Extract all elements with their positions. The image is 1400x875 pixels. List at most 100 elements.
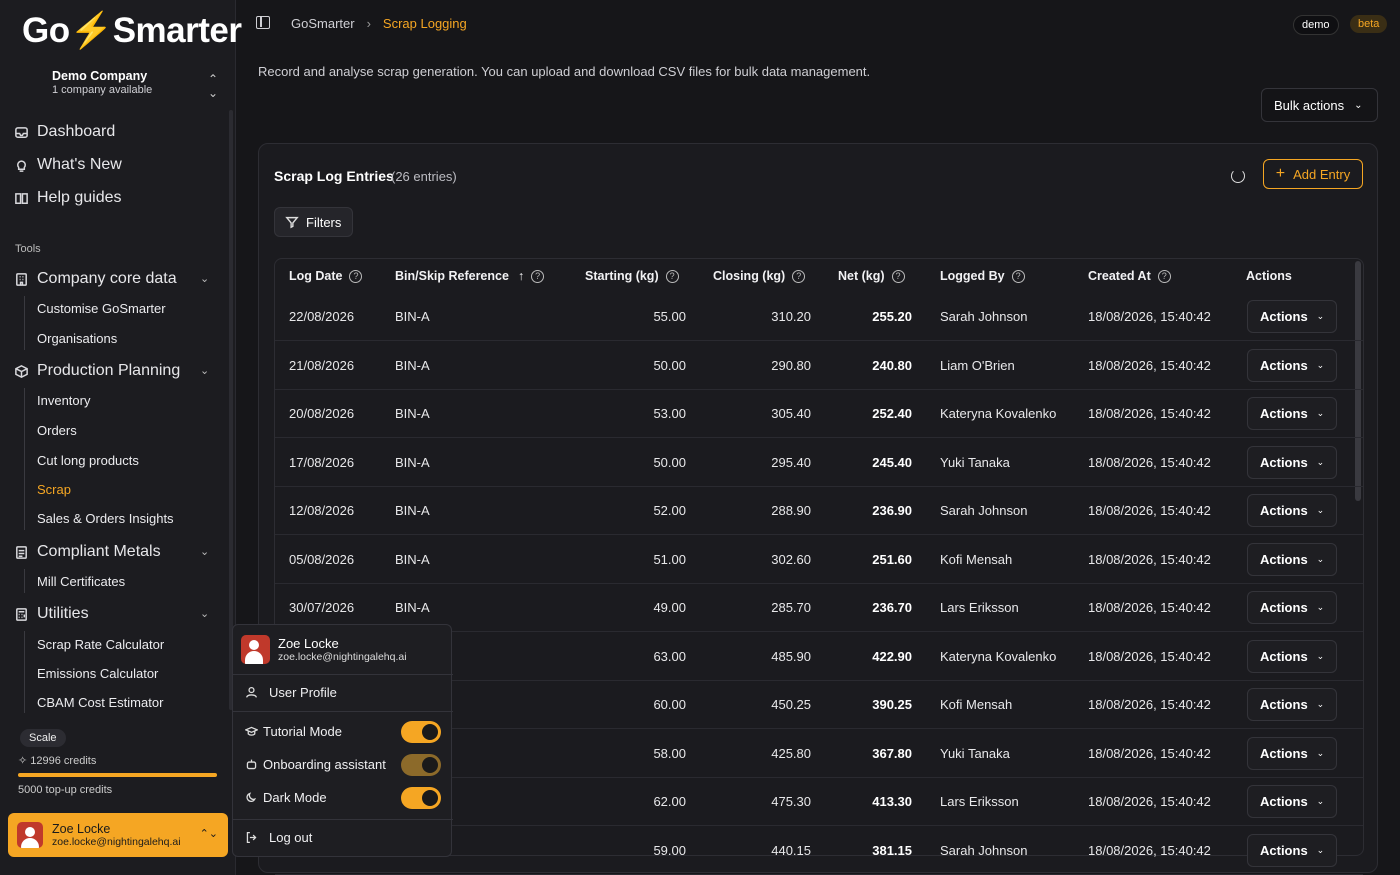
- row-actions-button[interactable]: Actions ⌄: [1247, 300, 1337, 333]
- header-label: Net (kg): [838, 269, 885, 283]
- graduation-cap-icon: [245, 726, 258, 736]
- help-circle-icon[interactable]: ?: [1011, 269, 1025, 283]
- user-icon: [245, 686, 258, 698]
- cell-bin: BIN-A: [395, 406, 430, 421]
- nav-organisations[interactable]: Organisations: [37, 331, 118, 346]
- nav-orders[interactable]: Orders: [37, 423, 77, 438]
- submenu-line: [24, 388, 25, 530]
- nav-customise[interactable]: Customise GoSmarter: [37, 301, 166, 316]
- nav-emissions-calculator[interactable]: Emissions Calculator: [37, 666, 159, 681]
- cell-by: Sarah Johnson: [940, 309, 1028, 324]
- row-actions-button[interactable]: Actions ⌄: [1247, 348, 1337, 382]
- cell-close: 440.15: [771, 842, 811, 858]
- gosmarter-logo[interactable]: Go⚡Smarter: [22, 10, 242, 51]
- menu-user-profile[interactable]: User Profile: [245, 685, 337, 700]
- chevron-down-icon: ⌄: [1316, 650, 1325, 661]
- refresh-icon[interactable]: [1231, 169, 1245, 183]
- cell-date: 21/08/2026: [289, 357, 355, 373]
- cell-date: 17/08/2026: [289, 454, 355, 470]
- cell-start: 60.00: [653, 697, 686, 712]
- nav-cbam-estimator[interactable]: CBAM Cost Estimator: [37, 695, 164, 710]
- sidebar-scrollbar[interactable]: [229, 110, 233, 710]
- nav-help-guides[interactable]: Help guides: [14, 187, 122, 209]
- header-closing[interactable]: Closing (kg)?: [713, 269, 806, 283]
- help-circle-icon[interactable]: ?: [1157, 269, 1171, 283]
- nav-compliant-metals[interactable]: Compliant Metals: [14, 541, 161, 563]
- cell-net: 390.25: [872, 697, 912, 712]
- card-title: Scrap Log Entries: [274, 168, 394, 184]
- header-created-at[interactable]: Created At?: [1088, 269, 1171, 283]
- cell-net: 251.60: [872, 551, 912, 567]
- sidebar-toggle-icon[interactable]: [256, 16, 270, 29]
- chevron-down-icon[interactable]: ⌄: [200, 365, 210, 377]
- row-actions-button[interactable]: Actions ⌄: [1247, 591, 1337, 624]
- chevron-down-icon[interactable]: ⌄: [200, 546, 210, 558]
- nav-mill-certificates[interactable]: Mill Certificates: [37, 574, 126, 589]
- row-actions-button[interactable]: Actions ⌄: [1247, 397, 1337, 430]
- bulk-actions-button[interactable]: Bulk actions ⌄: [1261, 88, 1378, 122]
- row-actions-button[interactable]: Actions ⌄: [1247, 542, 1337, 576]
- help-circle-icon[interactable]: ?: [792, 269, 806, 283]
- chevron-down-icon: ⌄: [1316, 456, 1325, 467]
- nav-help-label: Help guides: [37, 189, 122, 206]
- table-scrollbar[interactable]: [1355, 261, 1361, 501]
- help-circle-icon[interactable]: ?: [349, 269, 363, 283]
- filters-button[interactable]: Filters: [274, 207, 353, 237]
- row-actions-button[interactable]: Actions ⌄: [1247, 494, 1337, 527]
- row-actions-button[interactable]: Actions ⌄: [1247, 639, 1337, 673]
- company-switcher[interactable]: Demo Company 1 company available ⌃ ⌄: [12, 62, 226, 102]
- header-bin-reference[interactable]: Bin/Skip Reference ↑?: [395, 269, 545, 283]
- help-circle-icon[interactable]: ?: [531, 269, 545, 283]
- entry-count: (26 entries): [391, 169, 457, 184]
- header-log-date[interactable]: Log Date?: [289, 269, 363, 283]
- row-actions-button[interactable]: Actions ⌄: [1247, 688, 1337, 721]
- credits-bar: [18, 773, 217, 777]
- nav-scrap[interactable]: Scrap: [37, 482, 71, 497]
- row-actions-button[interactable]: Actions ⌄: [1247, 736, 1337, 770]
- cell-close: 295.40: [771, 454, 811, 470]
- cell-created: 18/08/2026, 15:40:42: [1088, 842, 1211, 858]
- nav-company-core-data[interactable]: Company core data: [14, 268, 177, 290]
- cell-created: 18/08/2026, 15:40:42: [1088, 648, 1211, 664]
- onboarding-assistant-toggle[interactable]: [401, 754, 441, 776]
- nav-inventory[interactable]: Inventory: [37, 393, 91, 408]
- header-starting[interactable]: Starting (kg)?: [585, 269, 679, 283]
- nav-dashboard[interactable]: Dashboard: [14, 121, 115, 143]
- nav-sales-insights[interactable]: Sales & Orders Insights: [37, 511, 174, 526]
- cell-net: 236.70: [872, 600, 912, 615]
- cell-net: 367.80: [872, 745, 912, 761]
- page-description: Record and analyse scrap generation. You…: [258, 64, 871, 79]
- chevron-down-icon[interactable]: ⌄: [200, 608, 210, 620]
- cell-start: 53.00: [653, 406, 686, 421]
- header-logged-by[interactable]: Logged By?: [940, 269, 1025, 283]
- row-actions-button[interactable]: Actions ⌄: [1247, 833, 1337, 867]
- cell-close: 288.90: [771, 503, 811, 518]
- header-label: Actions: [1246, 269, 1292, 283]
- user-menu-button[interactable]: Zoe Locke zoe.locke@nightingalehq.ai ⌃⌄: [8, 813, 228, 857]
- chevron-down-icon: ⌄: [1316, 602, 1325, 612]
- dark-mode-toggle[interactable]: [401, 787, 441, 809]
- help-circle-icon[interactable]: ?: [891, 269, 905, 283]
- nav-scrap-rate-calculator[interactable]: Scrap Rate Calculator: [37, 637, 165, 652]
- header-label: Closing (kg): [713, 269, 786, 283]
- nav-cut-long-products[interactable]: Cut long products: [37, 453, 139, 468]
- bolt-icon: ⚡: [69, 11, 114, 50]
- tutorial-mode-toggle[interactable]: [401, 721, 441, 743]
- tools-section-label: Tools: [15, 243, 41, 255]
- breadcrumb-root[interactable]: GoSmarter: [291, 16, 355, 31]
- help-circle-icon[interactable]: ?: [665, 269, 679, 283]
- cell-bin: BIN-A: [395, 309, 430, 324]
- row-actions-button[interactable]: Actions ⌄: [1247, 785, 1337, 818]
- row-actions-button[interactable]: Actions ⌄: [1247, 445, 1337, 479]
- nav-utilities[interactable]: Utilities: [14, 603, 89, 625]
- header-net[interactable]: Net (kg)?: [838, 269, 905, 283]
- menu-log-out[interactable]: Log out: [245, 830, 312, 845]
- nav-whats-new[interactable]: What's New: [14, 154, 122, 176]
- cell-bin: BIN-A: [395, 357, 430, 373]
- cell-start: 62.00: [653, 794, 686, 809]
- add-entry-button[interactable]: + Add Entry: [1263, 159, 1363, 189]
- chevron-down-icon[interactable]: ⌄: [200, 273, 210, 285]
- cell-date: 12/08/2026: [289, 503, 355, 518]
- menu-onboarding-assistant: Onboarding assistant: [245, 757, 386, 772]
- nav-production-planning[interactable]: Production Planning: [14, 360, 180, 382]
